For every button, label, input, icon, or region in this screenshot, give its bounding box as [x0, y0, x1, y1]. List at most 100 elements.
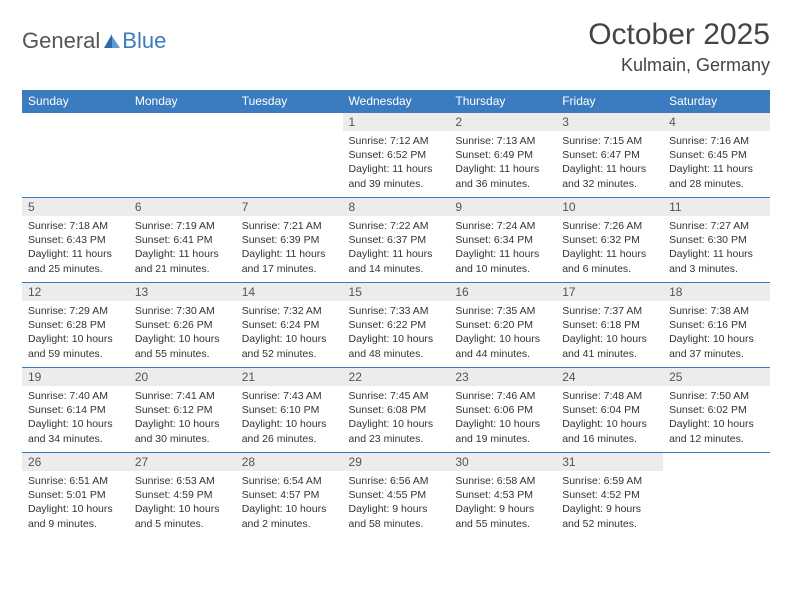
daylight-line: Daylight: 10 hours and 55 minutes. — [135, 332, 230, 360]
day-number: 1 — [343, 113, 450, 131]
sunrise-line: Sunrise: 7:24 AM — [455, 219, 550, 233]
sunrise-line: Sunrise: 6:53 AM — [135, 474, 230, 488]
daylight-line: Daylight: 11 hours and 39 minutes. — [349, 162, 444, 190]
day-number: 19 — [22, 368, 129, 386]
sunrise-line: Sunrise: 7:30 AM — [135, 304, 230, 318]
day-number: 31 — [556, 453, 663, 471]
daylight-line: Daylight: 11 hours and 25 minutes. — [28, 247, 123, 275]
sunset-line: Sunset: 4:55 PM — [349, 488, 444, 502]
day-cell — [22, 113, 129, 198]
day-cell: 8Sunrise: 7:22 AMSunset: 6:37 PMDaylight… — [343, 198, 450, 283]
day-number: 24 — [556, 368, 663, 386]
sunset-line: Sunset: 6:52 PM — [349, 148, 444, 162]
daylight-line: Daylight: 10 hours and 44 minutes. — [455, 332, 550, 360]
dow-sat: Saturday — [663, 90, 770, 113]
week-row: 19Sunrise: 7:40 AMSunset: 6:14 PMDayligh… — [22, 368, 770, 453]
day-body: Sunrise: 6:53 AMSunset: 4:59 PMDaylight:… — [129, 471, 236, 537]
day-body: Sunrise: 7:46 AMSunset: 6:06 PMDaylight:… — [449, 386, 556, 452]
day-number: 22 — [343, 368, 450, 386]
day-cell: 9Sunrise: 7:24 AMSunset: 6:34 PMDaylight… — [449, 198, 556, 283]
sunrise-line: Sunrise: 7:12 AM — [349, 134, 444, 148]
week-row: 12Sunrise: 7:29 AMSunset: 6:28 PMDayligh… — [22, 283, 770, 368]
week-row: 5Sunrise: 7:18 AMSunset: 6:43 PMDaylight… — [22, 198, 770, 283]
day-cell: 14Sunrise: 7:32 AMSunset: 6:24 PMDayligh… — [236, 283, 343, 368]
day-cell: 4Sunrise: 7:16 AMSunset: 6:45 PMDaylight… — [663, 113, 770, 198]
day-body: Sunrise: 6:51 AMSunset: 5:01 PMDaylight:… — [22, 471, 129, 537]
dow-fri: Friday — [556, 90, 663, 113]
sunset-line: Sunset: 6:45 PM — [669, 148, 764, 162]
sunset-line: Sunset: 5:01 PM — [28, 488, 123, 502]
sunset-line: Sunset: 4:52 PM — [562, 488, 657, 502]
sunset-line: Sunset: 6:04 PM — [562, 403, 657, 417]
dow-mon: Monday — [129, 90, 236, 113]
day-cell: 5Sunrise: 7:18 AMSunset: 6:43 PMDaylight… — [22, 198, 129, 283]
sunset-line: Sunset: 6:32 PM — [562, 233, 657, 247]
sunset-line: Sunset: 6:10 PM — [242, 403, 337, 417]
day-body: Sunrise: 7:45 AMSunset: 6:08 PMDaylight:… — [343, 386, 450, 452]
sunset-line: Sunset: 6:39 PM — [242, 233, 337, 247]
sunrise-line: Sunrise: 6:59 AM — [562, 474, 657, 488]
day-cell: 12Sunrise: 7:29 AMSunset: 6:28 PMDayligh… — [22, 283, 129, 368]
sunset-line: Sunset: 6:16 PM — [669, 318, 764, 332]
sunrise-line: Sunrise: 7:18 AM — [28, 219, 123, 233]
day-cell: 15Sunrise: 7:33 AMSunset: 6:22 PMDayligh… — [343, 283, 450, 368]
day-cell: 28Sunrise: 6:54 AMSunset: 4:57 PMDayligh… — [236, 453, 343, 538]
header: General Blue October 2025 Kulmain, Germa… — [22, 18, 770, 76]
dow-wed: Wednesday — [343, 90, 450, 113]
sunset-line: Sunset: 6:24 PM — [242, 318, 337, 332]
day-cell: 11Sunrise: 7:27 AMSunset: 6:30 PMDayligh… — [663, 198, 770, 283]
sunset-line: Sunset: 6:26 PM — [135, 318, 230, 332]
logo-text-general: General — [22, 28, 100, 54]
day-cell — [236, 113, 343, 198]
daylight-line: Daylight: 10 hours and 26 minutes. — [242, 417, 337, 445]
daylight-line: Daylight: 11 hours and 21 minutes. — [135, 247, 230, 275]
sunrise-line: Sunrise: 7:33 AM — [349, 304, 444, 318]
sunset-line: Sunset: 6:14 PM — [28, 403, 123, 417]
daylight-line: Daylight: 10 hours and 59 minutes. — [28, 332, 123, 360]
daylight-line: Daylight: 10 hours and 52 minutes. — [242, 332, 337, 360]
sunset-line: Sunset: 6:37 PM — [349, 233, 444, 247]
day-cell: 10Sunrise: 7:26 AMSunset: 6:32 PMDayligh… — [556, 198, 663, 283]
logo-text-blue: Blue — [122, 28, 166, 54]
day-number: 12 — [22, 283, 129, 301]
day-number: 6 — [129, 198, 236, 216]
day-number: 7 — [236, 198, 343, 216]
week-row: 1Sunrise: 7:12 AMSunset: 6:52 PMDaylight… — [22, 113, 770, 198]
day-body: Sunrise: 7:24 AMSunset: 6:34 PMDaylight:… — [449, 216, 556, 282]
sail-icon — [102, 32, 122, 50]
daylight-line: Daylight: 10 hours and 5 minutes. — [135, 502, 230, 530]
sunset-line: Sunset: 6:08 PM — [349, 403, 444, 417]
day-cell: 27Sunrise: 6:53 AMSunset: 4:59 PMDayligh… — [129, 453, 236, 538]
day-number: 10 — [556, 198, 663, 216]
day-body: Sunrise: 7:33 AMSunset: 6:22 PMDaylight:… — [343, 301, 450, 367]
sunrise-line: Sunrise: 7:29 AM — [28, 304, 123, 318]
day-body: Sunrise: 6:58 AMSunset: 4:53 PMDaylight:… — [449, 471, 556, 537]
sunrise-line: Sunrise: 7:37 AM — [562, 304, 657, 318]
sunrise-line: Sunrise: 6:58 AM — [455, 474, 550, 488]
sunset-line: Sunset: 6:47 PM — [562, 148, 657, 162]
day-number: 16 — [449, 283, 556, 301]
daylight-line: Daylight: 10 hours and 23 minutes. — [349, 417, 444, 445]
day-body: Sunrise: 7:19 AMSunset: 6:41 PMDaylight:… — [129, 216, 236, 282]
day-number: 29 — [343, 453, 450, 471]
sunset-line: Sunset: 6:43 PM — [28, 233, 123, 247]
sunrise-line: Sunrise: 7:38 AM — [669, 304, 764, 318]
sunrise-line: Sunrise: 7:50 AM — [669, 389, 764, 403]
day-cell — [129, 113, 236, 198]
day-cell: 2Sunrise: 7:13 AMSunset: 6:49 PMDaylight… — [449, 113, 556, 198]
daylight-line: Daylight: 11 hours and 17 minutes. — [242, 247, 337, 275]
sunset-line: Sunset: 6:28 PM — [28, 318, 123, 332]
daylight-line: Daylight: 11 hours and 14 minutes. — [349, 247, 444, 275]
day-number: 17 — [556, 283, 663, 301]
day-body: Sunrise: 7:35 AMSunset: 6:20 PMDaylight:… — [449, 301, 556, 367]
day-body: Sunrise: 7:29 AMSunset: 6:28 PMDaylight:… — [22, 301, 129, 367]
sunset-line: Sunset: 6:49 PM — [455, 148, 550, 162]
daylight-line: Daylight: 11 hours and 3 minutes. — [669, 247, 764, 275]
day-body: Sunrise: 7:26 AMSunset: 6:32 PMDaylight:… — [556, 216, 663, 282]
week-row: 26Sunrise: 6:51 AMSunset: 5:01 PMDayligh… — [22, 453, 770, 538]
daylight-line: Daylight: 11 hours and 36 minutes. — [455, 162, 550, 190]
sunset-line: Sunset: 6:20 PM — [455, 318, 550, 332]
daylight-line: Daylight: 10 hours and 12 minutes. — [669, 417, 764, 445]
daylight-line: Daylight: 10 hours and 34 minutes. — [28, 417, 123, 445]
day-body: Sunrise: 7:30 AMSunset: 6:26 PMDaylight:… — [129, 301, 236, 367]
